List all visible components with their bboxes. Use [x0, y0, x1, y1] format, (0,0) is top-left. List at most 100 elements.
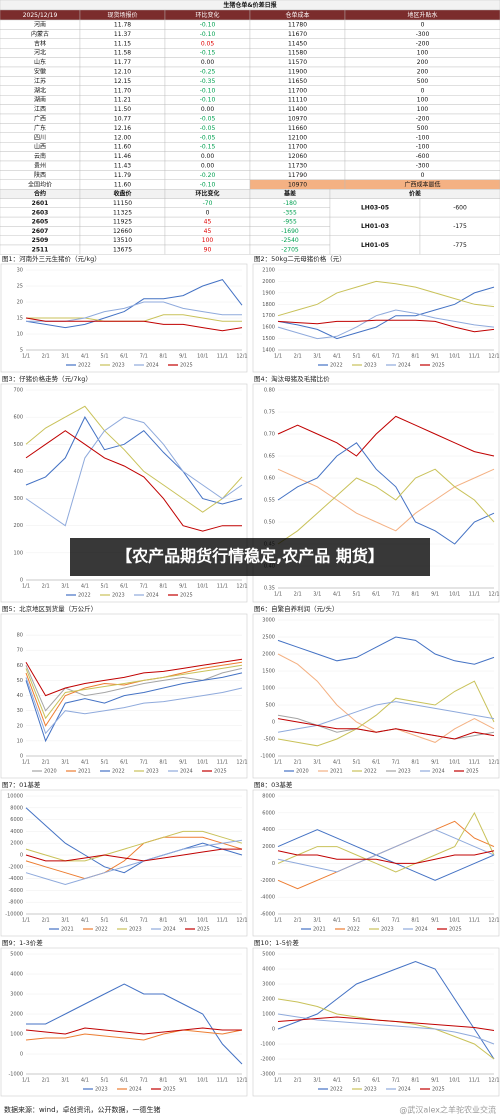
cell-text: -0.10	[200, 97, 216, 104]
x-tick-label: 9/1	[431, 592, 439, 598]
x-tick-label: 3/1	[313, 354, 321, 360]
series-line	[25, 839, 243, 886]
cell-text: -0.10	[200, 87, 216, 94]
cell-text: 广西	[34, 115, 46, 123]
legend-label: 2024	[129, 1087, 142, 1093]
table-header: 地区升贴水	[407, 11, 437, 19]
cell-text: 0	[421, 87, 425, 94]
series-line	[277, 653, 495, 743]
x-tick-label: 1/1	[22, 354, 30, 360]
series-line	[25, 279, 243, 329]
y-tick-label: 5000	[262, 952, 275, 958]
x-tick-label: 5/1	[353, 1078, 361, 1084]
series-line	[25, 830, 243, 862]
y-tick-label: 0.50	[264, 520, 275, 526]
cell-text: 2511	[32, 246, 49, 253]
cell-text: -0.10	[200, 22, 216, 29]
y-tick-label: -8000	[8, 900, 23, 906]
x-tick-label: 6/1	[372, 354, 380, 360]
legend-label: 2020	[296, 769, 309, 775]
chart-title: 图10：1-5价差	[254, 938, 299, 947]
series-line	[277, 829, 495, 873]
x-tick-label: 2/1	[42, 584, 50, 590]
x-tick-label: 10/1	[449, 354, 460, 360]
cell-text: 江苏	[34, 77, 46, 85]
y-tick-label: 1000	[262, 1012, 275, 1018]
legend-label: 2024	[415, 927, 428, 933]
x-tick-label: 6/1	[120, 354, 128, 360]
cell-text: 0.05	[201, 40, 215, 47]
cell-text: 云南	[34, 152, 46, 160]
cell-text: 500	[417, 78, 429, 85]
panel-frame	[252, 383, 500, 603]
cell-text: LH01-03	[361, 223, 389, 230]
cell-text: 山东	[34, 58, 46, 66]
legend-label: 2022	[112, 769, 125, 775]
legend-label: 2025	[180, 363, 193, 369]
y-tick-label: 5	[20, 348, 23, 354]
y-tick-label: 2000	[10, 841, 23, 847]
table-header: 基差	[283, 190, 296, 198]
chart-panel: 图2：50kg二元母猪价格（元） 1400 1500 1600 1700 1800 1900…	[252, 254, 500, 373]
x-tick-label: 12/1	[488, 918, 499, 924]
series-line	[277, 850, 495, 864]
cell-text: 11.46	[114, 153, 131, 160]
series-line	[277, 680, 495, 747]
cell-text: 12.16	[114, 125, 131, 132]
x-tick-label: 3/1	[61, 354, 69, 360]
x-tick-label: 6/1	[120, 760, 128, 766]
y-tick-label: 200	[13, 523, 23, 529]
x-tick-label: 6/1	[372, 760, 380, 766]
x-tick-label: 11/1	[217, 584, 228, 590]
x-tick-label: 3/1	[313, 592, 321, 598]
panel-frame	[252, 947, 500, 1097]
x-tick-label: 11/1	[217, 354, 228, 360]
x-tick-label: 12/1	[488, 1078, 499, 1084]
series-line	[277, 309, 495, 340]
chart-panel: 图7：01基差 -10000 -8000 -6000 -4000 -2000 0 2000 40…	[0, 780, 248, 937]
cell-text: -0.35	[200, 78, 216, 85]
x-tick-label: 8/1	[411, 592, 419, 598]
y-tick-label: 6000	[262, 810, 275, 816]
table-cell	[419, 235, 500, 255]
x-tick-label: 2/1	[294, 918, 302, 924]
x-tick-label: 2/1	[42, 354, 50, 360]
cell-text: -0.05	[200, 125, 216, 132]
x-tick-label: 12/1	[488, 354, 499, 360]
table-header: 合约	[34, 190, 46, 198]
cell-text: 45	[204, 219, 212, 226]
cell-text: 11.70	[114, 87, 131, 94]
legend-label: 2023	[398, 769, 411, 775]
x-tick-label: 10/1	[197, 1078, 208, 1084]
legend-label: 2024	[398, 1087, 411, 1093]
cell-text: 贵州	[34, 162, 46, 170]
cell-text: -0.05	[200, 134, 216, 141]
series-line	[25, 416, 243, 527]
series-line	[277, 718, 495, 740]
x-tick-label: 1/1	[274, 918, 282, 924]
y-tick-label: 40	[17, 693, 23, 699]
x-tick-label: 4/1	[333, 918, 341, 924]
legend-label: 2021	[61, 927, 74, 933]
cell-text: 11325	[113, 209, 132, 216]
legend-label: 2023	[129, 927, 142, 933]
y-tick-label: 100	[13, 550, 23, 556]
legend-label: 2023	[146, 769, 159, 775]
x-tick-label: 2/1	[42, 918, 50, 924]
cell-text: 0.00	[201, 153, 215, 160]
cell-text: 11.77	[114, 59, 131, 66]
chart-panel: 图5：北京地区到货量（万公斤） 0 10 20 30 40 50 60 70 80 1/1 2/1 3/…	[0, 604, 248, 779]
legend-label: 2023	[364, 363, 377, 369]
series-line	[277, 636, 495, 665]
chart-panel: 图6：自繁自养利润（元/头） -1000 -500 0 500 1000 1500 2000 2…	[252, 604, 500, 779]
y-tick-label: 4000	[262, 967, 275, 973]
cell-text: 11650	[288, 78, 307, 85]
cell-text: -300	[416, 31, 430, 38]
cell-text: 11.78	[114, 22, 131, 29]
legend-label: 2025	[214, 769, 227, 775]
cell-text: -70	[203, 200, 213, 207]
cell-text: LH01-05	[361, 242, 389, 249]
x-tick-label: 7/1	[140, 1078, 148, 1084]
y-tick-label: 0.75	[264, 410, 275, 416]
y-tick-label: -1000	[8, 1072, 23, 1078]
